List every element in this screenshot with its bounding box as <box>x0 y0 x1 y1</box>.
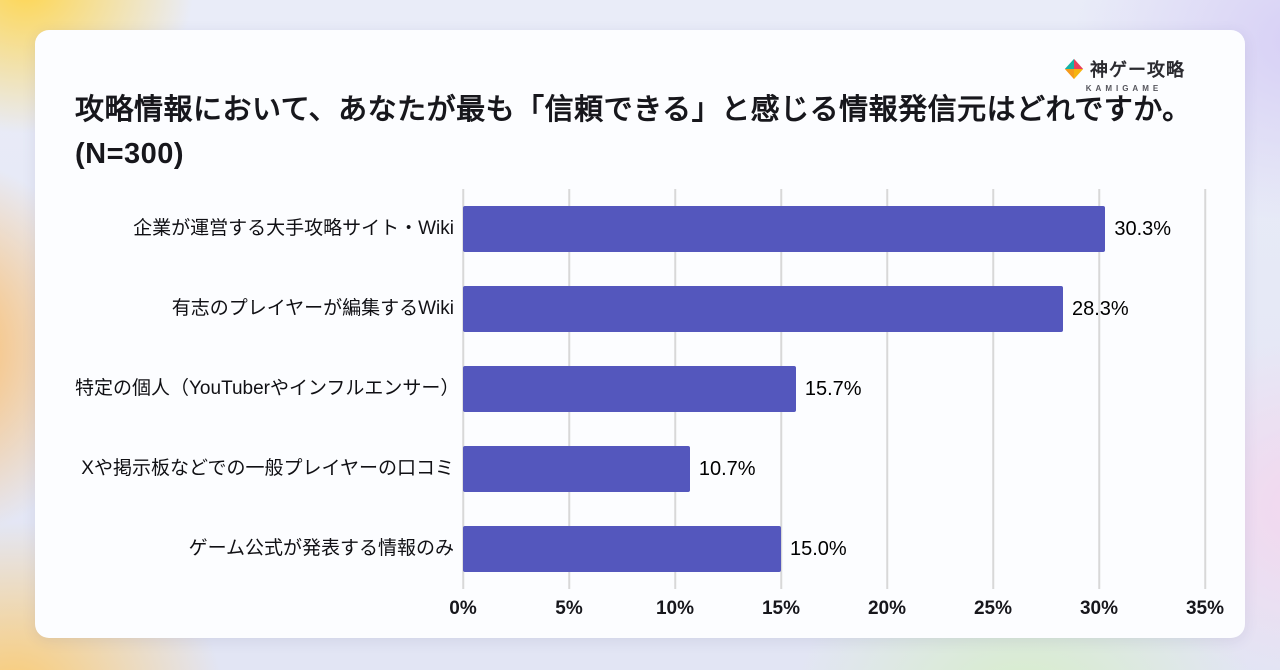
x-tick-label: 35% <box>1185 598 1225 620</box>
chart-row: 30.3% <box>463 189 1205 269</box>
chart-card: 神ゲー攻略 KAMIGAME 攻略情報において、あなたが最も「信頼できる」と感じ… <box>35 30 1245 638</box>
x-tick-label: 25% <box>973 598 1013 620</box>
logo-subtitle: KAMIGAME <box>1085 84 1163 93</box>
bar <box>463 366 796 413</box>
chart-row: 15.0% <box>463 509 1205 589</box>
bar <box>463 286 1063 333</box>
value-label: 10.7% <box>698 457 756 480</box>
plot-area: 30.3% 28.3% 15.7% 10.7% 15.0% <box>462 189 1206 590</box>
gridline <box>992 189 994 590</box>
chart-row: 28.3% <box>463 269 1205 349</box>
value-label: 30.3% <box>1114 217 1172 240</box>
gridline <box>1204 189 1206 590</box>
kamigame-diamond-icon <box>1063 58 1085 80</box>
x-axis: 0% 5% 10% 15% 20% 25% 30% 35% <box>449 589 1224 625</box>
category-label: 企業が運営する大手攻略サイト・Wiki <box>133 217 454 239</box>
category-label: Xや掲示板などでの一般プレイヤーの口コミ <box>81 457 454 479</box>
category-labels-column: 企業が運営する大手攻略サイト・Wiki 有志のプレイヤーが編集するWiki 特定の個… <box>75 189 463 625</box>
category-label: 有志のプレイヤーが編集するWiki <box>171 297 454 319</box>
x-tick-label: 10% <box>655 598 695 620</box>
chart-title: 攻略情報において、あなたが最も「信頼できる」と感じる情報発信元はどれですか。(N… <box>75 94 1192 171</box>
x-tick-label: 5% <box>555 598 583 620</box>
value-label: 15.7% <box>804 377 862 400</box>
value-label: 28.3% <box>1071 297 1129 320</box>
bar <box>463 526 781 573</box>
x-tick-label: 0% <box>449 598 477 620</box>
chart-row: 10.7% <box>463 429 1205 509</box>
gridline <box>1098 189 1100 590</box>
bar <box>463 206 1106 253</box>
x-tick-label: 20% <box>867 598 907 620</box>
x-tick-label: 15% <box>761 598 801 620</box>
category-label: 特定の個人（YouTuberやインフルエンサー） <box>75 377 460 399</box>
value-label: 15.0% <box>790 537 847 560</box>
gridline <box>886 189 888 590</box>
plot-wrap: 30.3% 28.3% 15.7% 10.7% 15.0% 0% 5% 10% 15% 20% 2… <box>449 189 1224 625</box>
category-label: ゲーム公式が発表する情報のみ <box>188 537 454 559</box>
logo-text: 神ゲー攻略 <box>1090 60 1185 80</box>
bar <box>463 446 690 493</box>
bar-chart: 企業が運営する大手攻略サイト・Wiki 有志のプレイヤーが編集するWiki 特定の個… <box>35 189 1245 625</box>
x-tick-label: 30% <box>1079 598 1119 620</box>
chart-row: 15.7% <box>463 349 1205 429</box>
kamigame-logo: 神ゲー攻略 KAMIGAME <box>1063 56 1185 93</box>
